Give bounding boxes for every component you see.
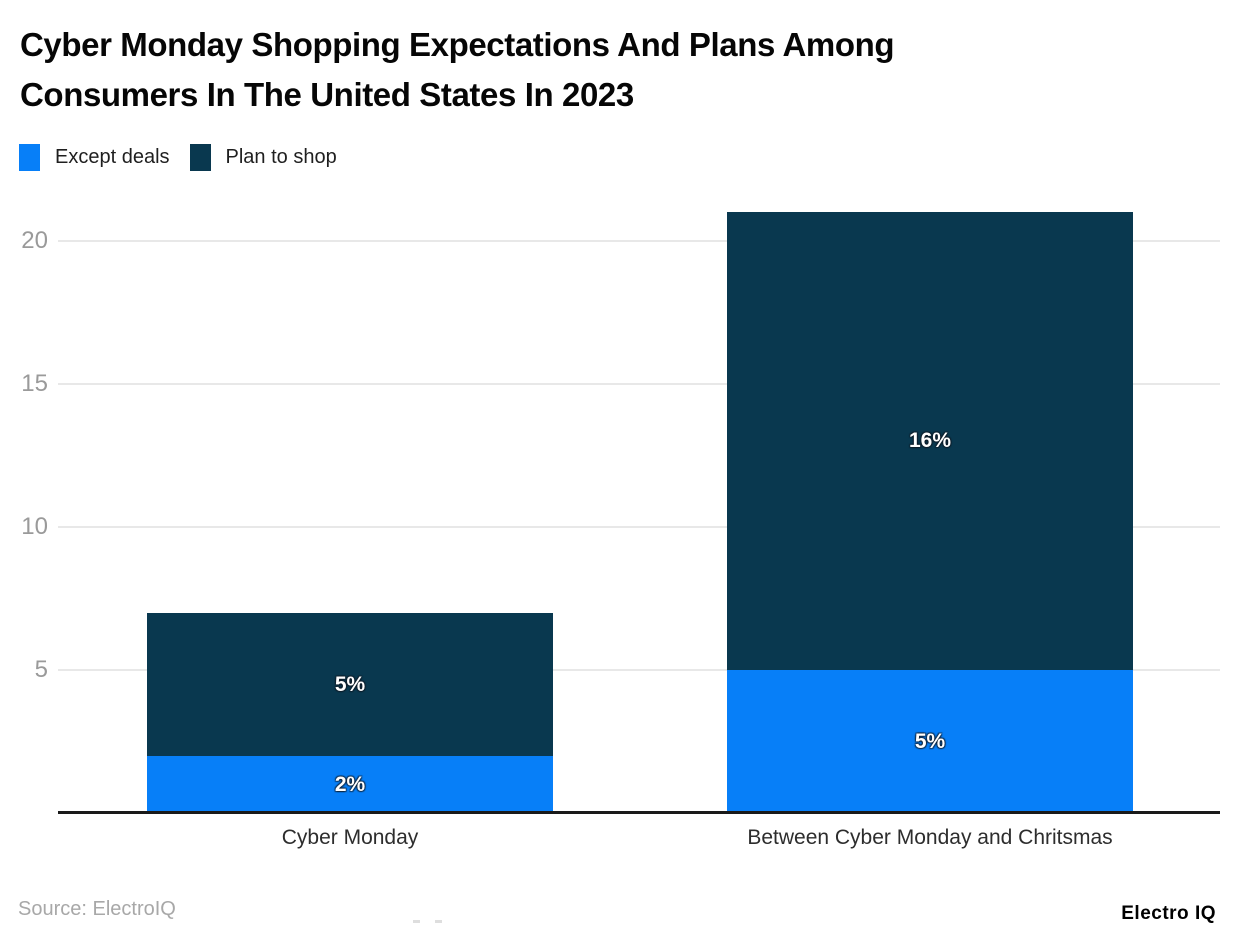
legend: Except deals Plan to shop: [19, 144, 337, 171]
gridline-15: [58, 383, 1220, 385]
page-title: Cyber Monday Shopping Expectations And P…: [20, 20, 1200, 120]
legend-item-except-deals: Except deals: [19, 144, 170, 171]
y-axis-tick-label-10: 10: [21, 513, 48, 540]
bar-segment-plan-to-shop: 5%: [147, 613, 553, 756]
legend-swatch-plan-to-shop: [189, 144, 211, 171]
y-axis-tick-label-15: 15: [21, 370, 48, 397]
legend-label-plan-to-shop: Plan to shop: [225, 146, 337, 168]
bar-value-label: 5%: [334, 672, 366, 696]
legend-item-plan-to-shop: Plan to shop: [189, 144, 337, 171]
x-axis-line: [58, 811, 1220, 814]
bar-segment-except-deals: 2%: [147, 756, 553, 813]
bar-value-label: 2%: [334, 772, 366, 796]
bar-value-label: 16%: [908, 429, 952, 452]
brand-logo: Electro IQ: [1121, 903, 1216, 924]
legend-swatch-except-deals: [19, 144, 40, 171]
stacked-bar-cyber-monday: 2% 5%: [147, 613, 553, 813]
x-axis-category-label-cyber-monday: Cyber Monday: [281, 826, 419, 849]
source-note: Source: ElectroIQ: [18, 898, 176, 920]
y-axis-tick-label-20: 20: [21, 227, 48, 254]
stacked-bar-between-cyber-monday-and-chritsmas: 5% 16%: [727, 212, 1133, 813]
watermark-mark: [413, 920, 420, 923]
bar-segment-except-deals: 5%: [727, 670, 1133, 813]
title-line-2: Consumers In The United States In 2023: [20, 76, 634, 113]
watermark-mark: [435, 920, 442, 923]
title-line-1: Cyber Monday Shopping Expectations And P…: [20, 26, 895, 63]
x-axis-category-label-between-cyber-monday-and-christmas: Between Cyber Monday and Chritsmas: [747, 826, 1113, 849]
bar-value-label: 5%: [914, 729, 946, 753]
bar-segment-plan-to-shop: 16%: [727, 212, 1133, 670]
y-axis-tick-label-5: 5: [34, 656, 48, 683]
gridline-10: [58, 526, 1220, 528]
legend-label-except-deals: Except deals: [55, 146, 170, 168]
gridline-5: [58, 669, 1220, 671]
gridline-20: [58, 240, 1220, 242]
